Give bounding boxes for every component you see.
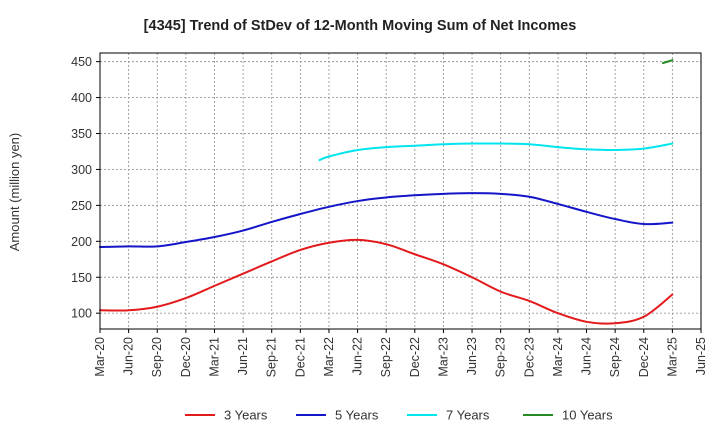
x-tick-label: Dec-24 bbox=[637, 337, 651, 377]
x-tick-label: Mar-21 bbox=[207, 337, 221, 377]
y-tick-label: 400 bbox=[71, 91, 92, 105]
chart-title: [4345] Trend of StDev of 12-Month Moving… bbox=[144, 18, 577, 34]
x-tick-label: Dec-21 bbox=[293, 337, 307, 377]
legend-label-10-years: 10 Years bbox=[562, 408, 613, 423]
x-tick-label: Jun-23 bbox=[465, 337, 479, 375]
legend-label-3-years: 3 Years bbox=[224, 408, 268, 423]
x-tick-labels: Mar-20 Jun-20 Sep-20 Dec-20 Mar-21 Jun-21 Sep-… bbox=[93, 329, 708, 377]
x-tick-label: Jun-25 bbox=[694, 337, 708, 375]
series-line-3-years bbox=[99, 238, 674, 325]
y-tick-label: 350 bbox=[71, 127, 92, 141]
x-tick-label: Jun-20 bbox=[122, 337, 136, 375]
x-tick-label: Sep-22 bbox=[379, 337, 393, 377]
x-tick-label: Dec-22 bbox=[408, 337, 422, 377]
series-line-5-years bbox=[99, 192, 674, 249]
y-axis-label: Amount (million yen) bbox=[7, 133, 22, 252]
legend-label-5-years: 5 Years bbox=[335, 408, 379, 423]
y-tick-label: 300 bbox=[71, 163, 92, 177]
x-tick-label: Sep-24 bbox=[608, 337, 622, 377]
y-tick-label: 150 bbox=[71, 271, 92, 285]
y-tick-label: 100 bbox=[71, 307, 92, 321]
y-tick-label: 450 bbox=[71, 55, 92, 69]
y-tick-labels: 100 150 200 250 300 350 400 450 bbox=[71, 55, 100, 321]
x-tick-label: Mar-25 bbox=[665, 337, 679, 377]
x-tick-label: Jun-21 bbox=[236, 337, 250, 375]
x-tick-label: Dec-20 bbox=[179, 337, 193, 377]
legend: 3 Years 5 Years 7 Years 10 Years bbox=[185, 408, 613, 423]
x-tick-label: Jun-24 bbox=[580, 337, 594, 375]
y-tick-label: 200 bbox=[71, 235, 92, 249]
x-tick-label: Sep-20 bbox=[150, 337, 164, 377]
legend-label-7-years: 7 Years bbox=[446, 408, 490, 423]
x-tick-label: Jun-22 bbox=[351, 337, 365, 375]
x-tick-label: Dec-23 bbox=[522, 337, 536, 377]
x-tick-label: Mar-24 bbox=[551, 337, 565, 377]
x-tick-label: Sep-21 bbox=[265, 337, 279, 377]
series-line-10-years bbox=[661, 59, 674, 65]
y-tick-label: 250 bbox=[71, 199, 92, 213]
grid-lines bbox=[100, 53, 701, 329]
x-tick-label: Sep-23 bbox=[494, 337, 508, 377]
x-tick-label: Mar-20 bbox=[93, 337, 107, 377]
series-lines bbox=[99, 59, 674, 325]
x-tick-label: Mar-23 bbox=[436, 337, 450, 377]
series-line-7-years bbox=[318, 142, 674, 162]
plot-frame bbox=[99, 52, 702, 330]
x-tick-label: Mar-22 bbox=[322, 337, 336, 377]
